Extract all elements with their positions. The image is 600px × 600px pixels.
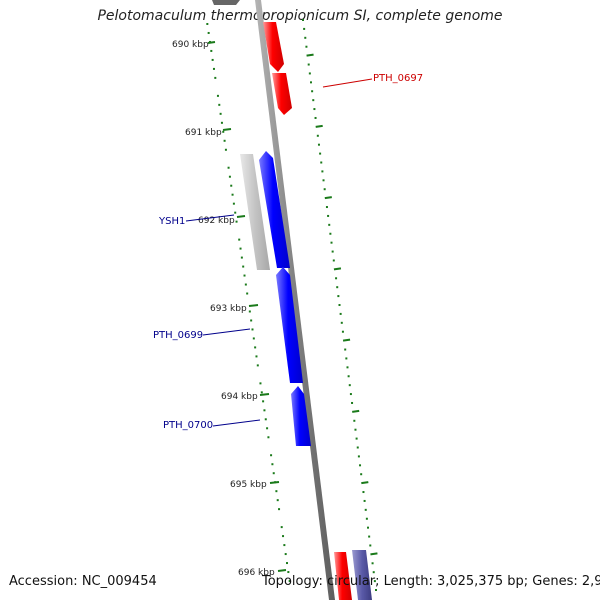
genome-backbone (255, 0, 335, 600)
major-ticks (207, 41, 287, 572)
kbp-label: 693 kbp (210, 304, 247, 314)
gene-label-ysh1[interactable]: YSH1 (158, 216, 185, 227)
major-tick (342, 338, 351, 342)
gene-feature-red[interactable] (334, 552, 352, 600)
major-tick (361, 481, 369, 485)
kbp-label: 695 kbp (230, 480, 267, 490)
kbp-label: 690 kbp (172, 40, 209, 50)
gene-label-pth0697[interactable]: PTH_0697 (373, 73, 423, 84)
major-tick (333, 267, 342, 271)
major-tick (370, 552, 378, 556)
backbone-fragment (212, 0, 240, 5)
gene-feature-red[interactable] (263, 22, 284, 72)
gene-label-pth0699[interactable]: PTH_0699 (153, 330, 203, 341)
major-tick (324, 196, 332, 200)
gene-label-pth0700[interactable]: PTH_0700 (163, 420, 213, 431)
major-tick (306, 53, 314, 57)
kbp-label: 696 kbp (238, 568, 275, 578)
label-leader (212, 419, 261, 427)
map-title: Pelotomaculum thermopropionicum SI, comp… (97, 8, 503, 24)
genome-summary-text: Topology: circular; Length: 3,025,375 bp… (262, 574, 600, 589)
gene-feature-blue[interactable] (259, 151, 290, 268)
label-leader (322, 78, 373, 88)
label-leader (185, 214, 235, 222)
gene-feature-blue[interactable] (291, 386, 311, 446)
kbp-scale: 690 kbp 691 kbp 692 kbp 693 kbp 694 kbp … (172, 40, 275, 578)
label-leader (202, 328, 251, 336)
kbp-label: 692 kbp (198, 216, 235, 226)
gene-feature-red[interactable] (272, 73, 292, 115)
accession-text: Accession: NC_009454 (9, 574, 157, 589)
kbp-label: 694 kbp (221, 392, 258, 402)
gene-feature-grey[interactable] (240, 154, 270, 270)
gene-feature-purple[interactable] (352, 550, 372, 600)
major-tick (352, 409, 360, 413)
kbp-label: 691 kbp (185, 128, 222, 138)
major-tick (315, 124, 323, 128)
gene-feature-blue[interactable] (276, 267, 303, 383)
